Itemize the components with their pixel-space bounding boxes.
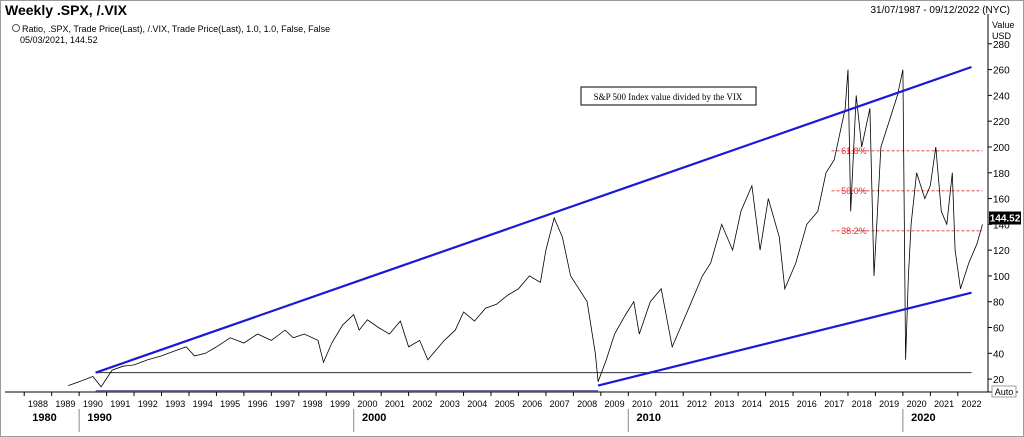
x-decade-label: 1980 (32, 412, 56, 424)
y-tick-label: 200 (993, 143, 1010, 154)
date-range-label: 31/07/1987 - 09/12/2022 (NYC) (870, 5, 1010, 16)
x-tick-label: 1988 (28, 399, 48, 409)
legend-last-value: 05/03/2021, 144.52 (20, 35, 98, 45)
y-tick-label: 20 (993, 375, 1005, 386)
x-tick-label: 2011 (660, 399, 679, 409)
x-decade-label: 2010 (637, 412, 661, 424)
x-tick-label: 1997 (275, 399, 295, 409)
y-tick-label: 260 (993, 66, 1010, 77)
annotation-box (580, 86, 757, 106)
trend-line-upper (95, 65, 972, 374)
x-tick-label: 1992 (138, 399, 158, 409)
fib-level-label: 38.2% (841, 226, 867, 236)
y-unit-label-usd: USD (992, 31, 1012, 41)
x-tick-label: 1995 (220, 399, 240, 409)
x-tick-label: 2008 (577, 399, 597, 409)
y-tick-label: 240 (993, 91, 1010, 102)
x-tick-label: 1996 (248, 399, 268, 409)
x-tick-label: 2002 (412, 399, 432, 409)
x-tick-label: 1993 (165, 399, 185, 409)
y-tick-label: 100 (993, 272, 1010, 283)
x-tick-label: 2013 (714, 399, 734, 409)
x-tick-label: 2000 (357, 399, 377, 409)
chart-title: Weekly .SPX, /.VIX (5, 2, 127, 18)
y-tick-label: 160 (993, 195, 1010, 206)
x-tick-label: 2001 (385, 399, 405, 409)
y-unit-label-value: Value (992, 20, 1014, 30)
x-tick-label: 2007 (550, 399, 570, 409)
x-tick-label: 2019 (879, 399, 899, 409)
x-tick-label: 2016 (797, 399, 817, 409)
y-tick-label: 280 (993, 40, 1010, 51)
x-tick-label: 2012 (687, 399, 707, 409)
y-tick-label: 120 (993, 246, 1010, 257)
y-tick-label: 220 (993, 117, 1010, 128)
x-tick-label: 1998 (303, 399, 323, 409)
legend: Ratio, .SPX, Trade Price(Last), /.VIX, T… (12, 24, 330, 46)
auto-button (991, 385, 1017, 398)
x-tick-label: 2003 (440, 399, 460, 409)
x-tick-label: 1994 (193, 399, 213, 409)
last-value-label: 144.52 (990, 214, 1021, 225)
x-tick-label: 2009 (605, 399, 625, 409)
x-tick-label: 2010 (632, 399, 652, 409)
y-tick-label: 40 (993, 349, 1005, 360)
y-tick-label: 80 (993, 298, 1005, 309)
x-tick-label: 2018 (852, 399, 872, 409)
x-tick-label: 2006 (522, 399, 542, 409)
x-tick-label: 2015 (769, 399, 789, 409)
x-tick-label: 2017 (824, 399, 844, 409)
y-tick-label: 180 (993, 169, 1010, 180)
x-tick-label: 1991 (110, 399, 130, 409)
x-tick-label: 2021 (934, 399, 954, 409)
x-decade-label: 1990 (87, 412, 111, 424)
x-decade-label: 2000 (362, 412, 386, 424)
x-tick-label: 1990 (83, 399, 103, 409)
x-tick-label: 2005 (495, 399, 515, 409)
x-tick-label: 2022 (962, 399, 982, 409)
x-tick-label: 1999 (330, 399, 350, 409)
x-tick-label: 2004 (467, 399, 487, 409)
y-tick-label: 60 (993, 324, 1005, 335)
x-tick-label: 1989 (55, 399, 75, 409)
x-tick-label: 2020 (907, 399, 927, 409)
x-tick-label: 2014 (742, 399, 762, 409)
legend-series-label: Ratio, .SPX, Trade Price(Last), /.VIX, T… (22, 24, 331, 34)
series-radio-icon[interactable] (12, 24, 20, 32)
trend-line-lower (597, 291, 972, 387)
last-value-box (989, 211, 1021, 225)
fib-level-label: 50.0% (841, 186, 867, 196)
auto-label: Auto (995, 387, 1014, 397)
x-decade-label: 2020 (911, 412, 935, 424)
y-tick-label: 140 (993, 220, 1010, 231)
annotation-text: S&P 500 Index value divided by the VIX (594, 92, 743, 102)
ratio-series-line (68, 69, 983, 388)
